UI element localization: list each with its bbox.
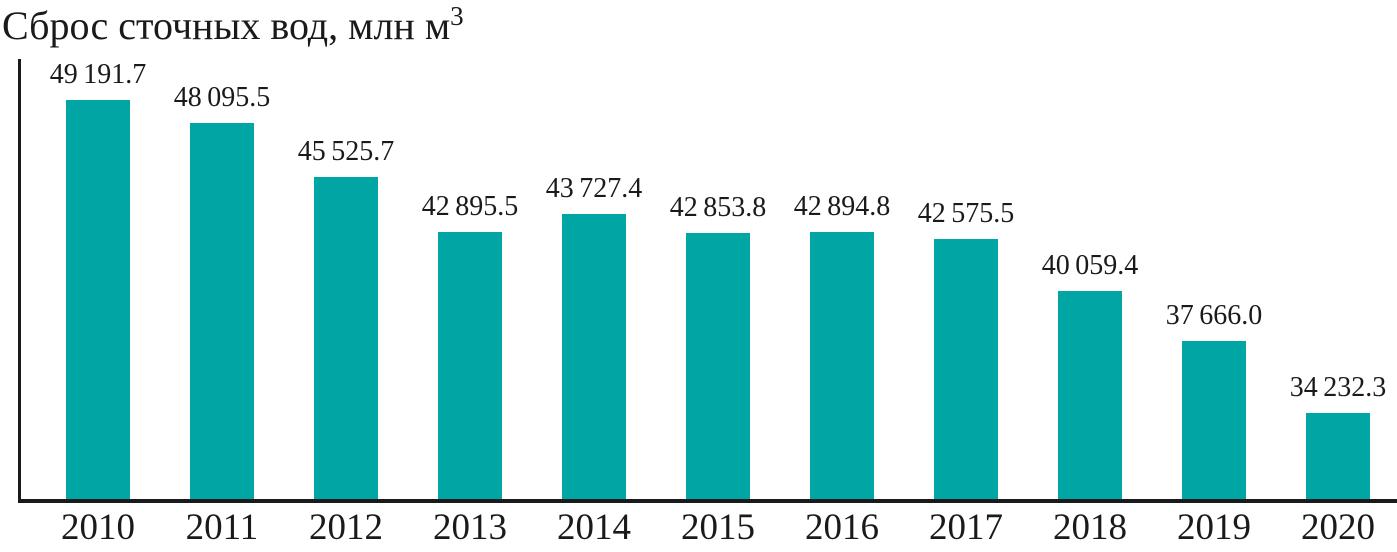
bar-value-label-2013: 42 895.5 — [421, 190, 519, 222]
bar-value-label-2010: 49 191.7 — [49, 58, 147, 90]
x-axis-tick-label-2016: 2016 — [805, 507, 879, 548]
x-axis-tick-label-2010: 2010 — [61, 507, 135, 548]
bar-group-2018: 40 059.4 2018 — [1028, 0, 1152, 552]
bar-value-label-2019: 37 666.0 — [1165, 300, 1263, 332]
bar-2012 — [314, 176, 378, 502]
bar-group-2020: 34 232.3 2020 — [1276, 0, 1397, 552]
bar-value-label-2020: 34 232.3 — [1289, 372, 1387, 404]
bar-group-2015: 42 853.8 2015 — [656, 0, 780, 552]
bar-group-2012: 45 525.7 2012 — [284, 0, 408, 552]
x-axis-tick-label-2018: 2018 — [1053, 507, 1127, 548]
bar-value-label-2012: 45 525.7 — [297, 135, 395, 167]
chart-title-superscript: 3 — [450, 1, 464, 31]
bar-group-2016: 42 894.8 2016 — [780, 0, 904, 552]
bar-2017 — [934, 238, 998, 502]
bar-group-2014: 43 727.4 2014 — [532, 0, 656, 552]
x-axis-tick-label-2020: 2020 — [1301, 507, 1375, 548]
bar-group-2013: 42 895.5 2013 — [408, 0, 532, 552]
x-axis-tick-label-2012: 2012 — [309, 507, 383, 548]
bar-value-label-2017: 42 575.5 — [917, 197, 1015, 229]
bar-value-label-2018: 40 059.4 — [1041, 250, 1139, 282]
bar-2014 — [562, 214, 626, 502]
bar-2010 — [66, 99, 130, 502]
x-axis-tick-label-2013: 2013 — [433, 507, 507, 548]
x-axis-tick-label-2014: 2014 — [557, 507, 631, 548]
bar-group-2017: 42 575.5 2017 — [904, 0, 1028, 552]
bar-2016 — [810, 231, 874, 502]
bar-2020 — [1306, 413, 1370, 502]
bar-group-2010: 49 191.7 2010 — [36, 0, 160, 552]
bar-2019 — [1182, 341, 1246, 502]
bar-value-label-2016: 42 894.8 — [793, 190, 891, 222]
y-axis-line — [18, 59, 21, 503]
x-axis-tick-label-2019: 2019 — [1177, 507, 1251, 548]
bar-2015 — [686, 232, 750, 502]
bar-group-2011: 48 095.5 2011 — [160, 0, 284, 552]
chart-title: Сброс сточных вод, млн м3 — [2, 2, 464, 50]
bar-2018 — [1058, 291, 1122, 502]
x-axis-tick-label-2011: 2011 — [185, 507, 259, 548]
bar-value-label-2011: 48 095.5 — [173, 81, 271, 113]
bar-2011 — [190, 122, 254, 502]
x-axis-tick-label-2017: 2017 — [929, 507, 1003, 548]
x-axis-line — [18, 499, 1397, 503]
chart-title-text: Сброс сточных вод, млн м — [2, 3, 451, 48]
bar-group-2019: 37 666.0 2019 — [1152, 0, 1276, 552]
x-axis-tick-label-2015: 2015 — [681, 507, 755, 548]
bar-value-label-2015: 42 853.8 — [669, 191, 767, 223]
bar-value-label-2014: 43 727.4 — [545, 173, 643, 205]
bar-2013 — [438, 231, 502, 502]
